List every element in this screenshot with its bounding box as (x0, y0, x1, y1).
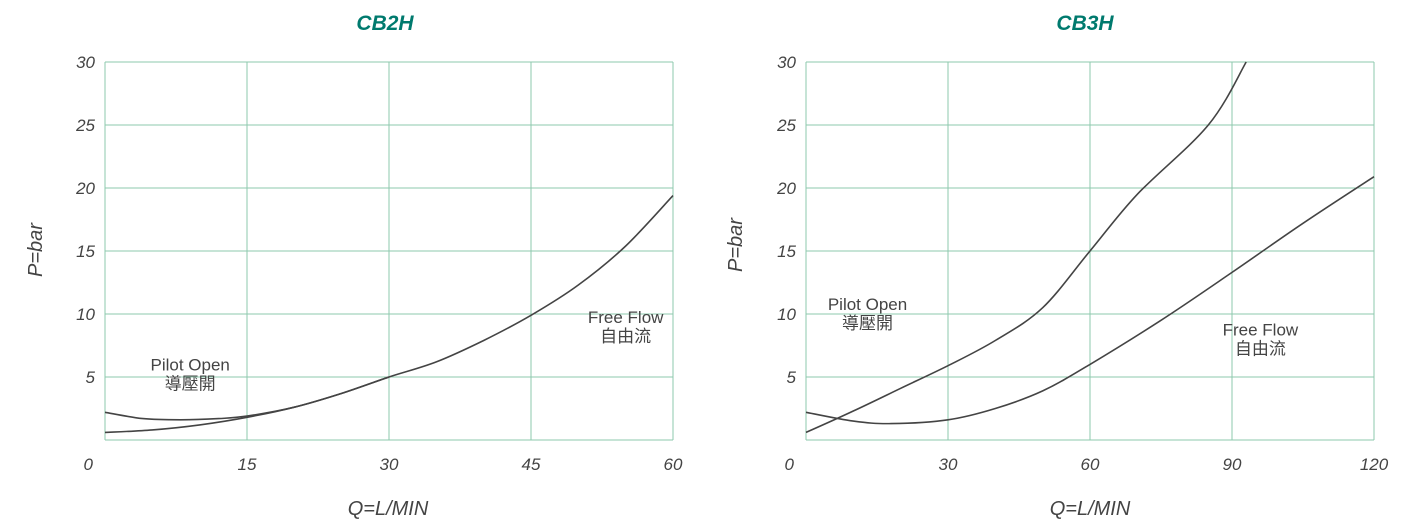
annotation-label: Pilot Open (828, 295, 907, 314)
y-tick-label: 5 (86, 368, 96, 387)
series-line-free-flow (104, 195, 674, 434)
y-tick-label: 20 (75, 179, 95, 198)
x-tick-label: 30 (380, 455, 399, 474)
annotation-sublabel: 導壓開 (842, 314, 893, 333)
series-line-pilot-open (805, 61, 1247, 434)
y-tick-label: 10 (777, 305, 796, 324)
x-tick-label: 0 (84, 455, 94, 474)
y-axis-label: P=bar (25, 222, 47, 277)
chart-title: CB2H (356, 12, 414, 35)
y-tick-label: 5 (787, 368, 797, 387)
y-tick-label: 20 (776, 179, 796, 198)
x-tick-label: 15 (238, 455, 257, 474)
chart-0: CB2H 0 15 30 45 60 5 10 15 20 25 30 Q=L/MIN P=bar Pilo… (25, 12, 683, 520)
chart-1: CB3H 0 30 60 90 120 5 10 15 20 25 30 Q=L/MIN P=bar Pil… (725, 12, 1389, 520)
x-tick-label: 90 (1223, 455, 1242, 474)
y-axis-label: P=bar (725, 217, 747, 272)
annotation-label: Free Flow (1223, 320, 1299, 339)
annotation-sublabel: 自由流 (600, 327, 651, 346)
y-tick-label: 15 (76, 242, 95, 261)
chart-title: CB3H (1056, 12, 1114, 35)
annotation-sublabel: 自由流 (1235, 339, 1286, 358)
x-tick-label: 120 (1360, 455, 1389, 474)
x-tick-label: 60 (1081, 455, 1100, 474)
y-tick-label: 10 (76, 305, 95, 324)
annotation-label: Pilot Open (151, 356, 230, 375)
x-tick-label: 45 (522, 455, 541, 474)
y-tick-label: 15 (777, 242, 796, 261)
series-line-free-flow (805, 176, 1375, 425)
annotation-label: Free Flow (588, 308, 664, 327)
x-tick-label: 60 (664, 455, 683, 474)
y-tick-label: 30 (777, 53, 796, 72)
x-axis-label: Q=L/MIN (348, 498, 429, 520)
x-axis-label: Q=L/MIN (1050, 498, 1131, 520)
series-line-pilot-open (104, 376, 390, 421)
y-tick-label: 30 (76, 53, 95, 72)
x-tick-label: 30 (939, 455, 958, 474)
y-tick-label: 25 (75, 116, 95, 135)
y-tick-label: 25 (776, 116, 796, 135)
annotation-sublabel: 導壓開 (165, 375, 216, 394)
x-tick-label: 0 (785, 455, 795, 474)
